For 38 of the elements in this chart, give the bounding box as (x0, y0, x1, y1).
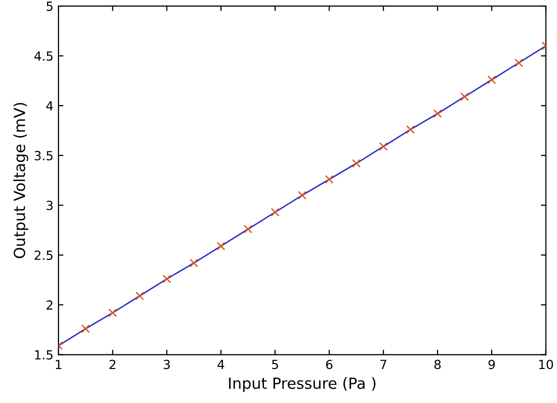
y-axis-title: Output Voltage (mV) (13, 102, 28, 258)
x-axis-title: Input Pressure (Pa ) (229, 377, 376, 392)
x-tick-label: 9 (488, 360, 495, 370)
point (216, 242, 226, 250)
y-tick-label: 4 (46, 101, 53, 110)
y-tick-label: 2 (46, 300, 52, 310)
point (244, 224, 252, 234)
point (81, 324, 90, 334)
x-tick-label: 6 (326, 360, 332, 370)
point (108, 308, 117, 318)
point (433, 109, 442, 118)
point (352, 159, 361, 168)
point (460, 92, 469, 101)
x-tick-label: 5 (272, 360, 278, 370)
y-tick-label: 4.5 (34, 51, 53, 61)
y-tick-label: 5 (46, 2, 53, 11)
point (514, 58, 524, 68)
point (324, 175, 334, 184)
y-tick-label: 3.5 (34, 150, 53, 160)
x-tick-label: 8 (434, 360, 441, 370)
line-series (58, 45, 546, 346)
point (135, 292, 144, 300)
point (406, 125, 415, 134)
x-tick-label: 2 (110, 360, 116, 369)
point (162, 274, 172, 284)
point (270, 208, 280, 217)
y-tick-label: 2.5 (34, 250, 53, 260)
y-tick-label: 1.5 (35, 350, 53, 360)
x-tick-label: 7 (380, 360, 386, 369)
x-tick-label: 1 (56, 360, 62, 369)
y-tick-label: 3 (46, 200, 53, 210)
x-tick-label: 10 (539, 360, 553, 370)
point (298, 190, 306, 200)
point (190, 258, 198, 268)
point (379, 142, 388, 151)
x-tick-label: 3 (164, 360, 170, 370)
x-tick-label: 4 (218, 360, 224, 369)
point (487, 75, 496, 84)
